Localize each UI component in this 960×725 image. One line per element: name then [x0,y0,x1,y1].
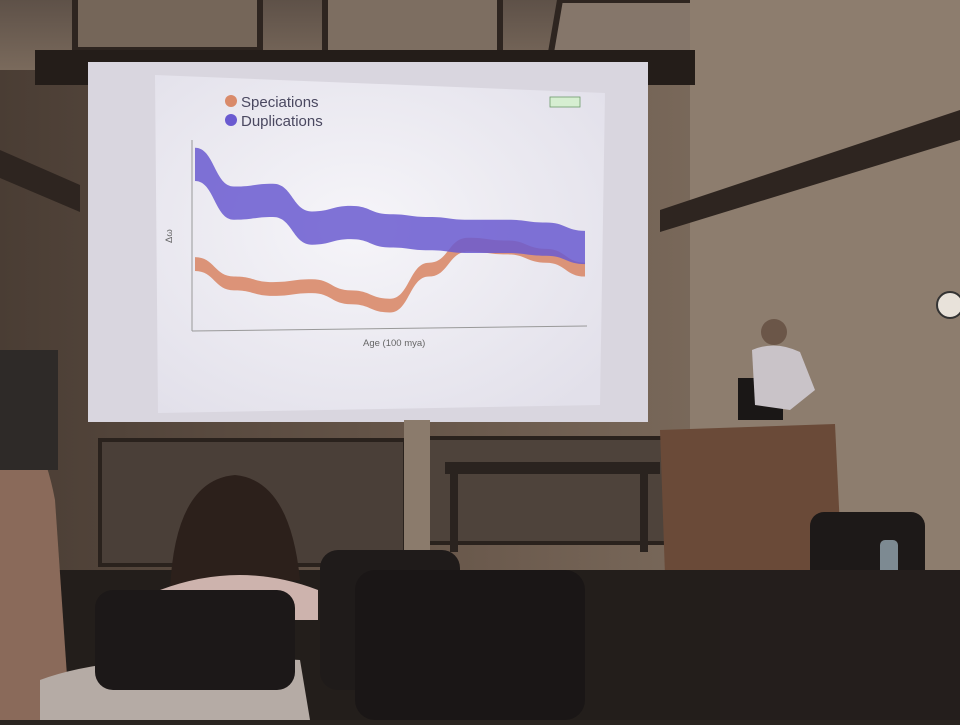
legend-swatch-duplications [225,114,237,126]
chair-back-1 [95,590,295,690]
wall-pillar [404,420,430,560]
y-axis-label: Δω [164,229,175,243]
chair-back-3 [355,570,585,720]
left-monitor [0,350,58,470]
podium [660,424,842,575]
ceiling-panel-1 [72,0,263,53]
plot-area [195,147,585,313]
projected-slide: Speciations Duplications Δω Age (100 mya… [155,75,605,413]
series-band-speciations [195,237,585,313]
audience-member-hair [170,475,300,590]
front-desk [720,570,960,720]
presenter-head [761,319,787,345]
slide-corner-badge [549,96,581,108]
legend-label-speciations: Speciations [241,94,319,111]
stage-table [445,462,660,474]
chalkboard-right [426,436,670,545]
audience-member-left [0,410,70,720]
legend-label-duplications: Duplications [241,113,323,130]
x-axis-line [191,325,588,332]
legend-swatch-speciations [225,95,237,107]
series-band-duplications [195,147,585,265]
wall-clock [936,291,960,319]
left-wall-trim [0,150,80,212]
presenter-body [752,345,815,410]
right-wall-trim [660,110,960,232]
x-axis-label: Age (100 mya) [363,338,425,349]
